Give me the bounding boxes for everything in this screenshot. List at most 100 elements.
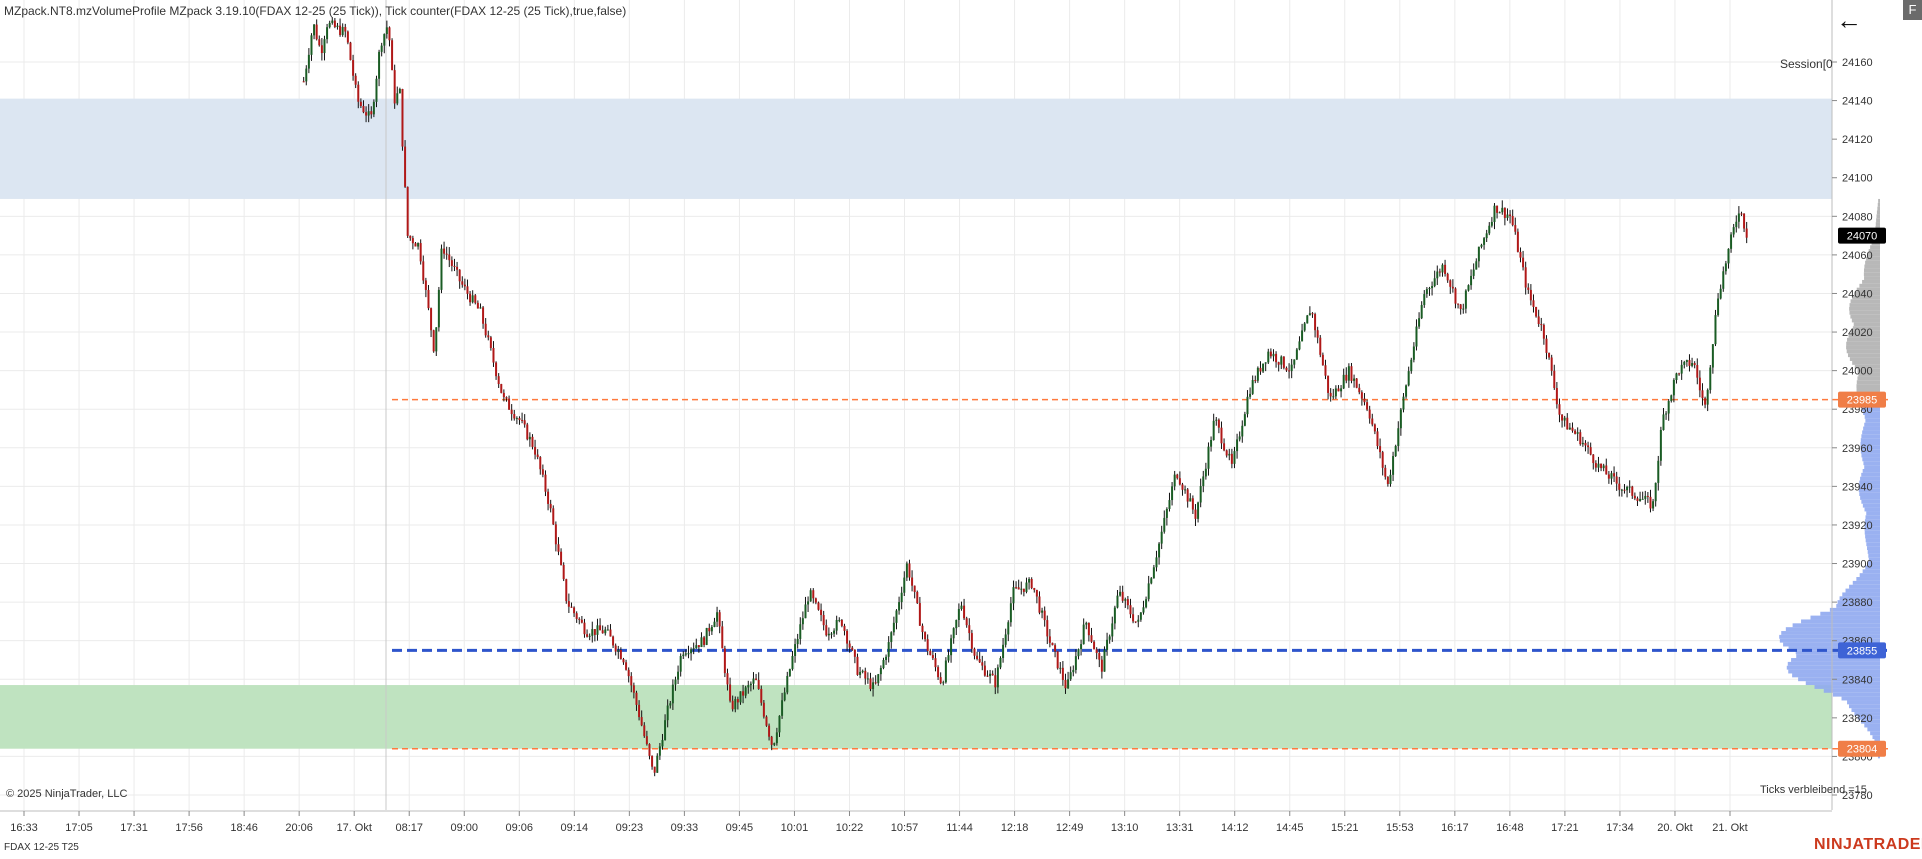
profile-bar: [1847, 337, 1880, 342]
profile-bar: [1853, 322, 1880, 327]
profile-bar: [1860, 476, 1880, 481]
candle-body: [599, 625, 602, 631]
candle-body: [1420, 305, 1423, 319]
candle-body: [341, 26, 344, 35]
candle-body: [1431, 286, 1434, 289]
candle-body: [1124, 599, 1127, 601]
candle-body: [424, 280, 427, 290]
candle-body: [799, 624, 802, 639]
candle-body: [471, 295, 474, 303]
profile-bar: [1810, 615, 1880, 620]
profile-bar: [1850, 330, 1880, 334]
candle-body: [822, 615, 825, 626]
x-tick-label: 15:21: [1331, 822, 1359, 834]
candle-body: [1064, 679, 1067, 689]
candle-body: [1675, 373, 1678, 381]
candle-body: [1056, 651, 1059, 669]
candle-body: [1134, 621, 1137, 623]
candle-body: [1342, 374, 1345, 389]
candle-body: [827, 633, 830, 636]
candle-body: [1327, 375, 1330, 393]
profile-bar: [1779, 638, 1880, 643]
candle-body: [625, 662, 628, 670]
candle-body: [484, 323, 487, 336]
candle-body: [1511, 215, 1514, 226]
candle-body: [406, 186, 409, 236]
candle-body: [991, 673, 994, 676]
candle-body: [1147, 583, 1150, 600]
profile-bar: [1842, 592, 1880, 597]
candle-body: [544, 474, 547, 492]
profile-bar: [1863, 461, 1880, 466]
candle-body: [1410, 359, 1413, 372]
candle-body: [1085, 622, 1088, 625]
candle-body: [869, 678, 872, 690]
candle-body: [606, 629, 609, 631]
profile-bar: [1864, 526, 1880, 531]
profile-bar: [1864, 530, 1880, 535]
candle-body: [1022, 588, 1025, 592]
profile-bar: [1862, 457, 1880, 462]
candle-body: [1423, 294, 1426, 306]
candle-body: [1345, 374, 1348, 381]
candle-body: [1490, 221, 1493, 226]
x-tick-label: 08:17: [395, 822, 423, 834]
candle-body: [1696, 365, 1699, 378]
chart-corner-button[interactable]: F: [1903, 0, 1922, 20]
profile-bar: [1787, 661, 1880, 666]
candle-body: [453, 265, 456, 267]
time-axis[interactable]: 16:33 17:05 17:31 17:56 18:46 20:06 17. Okt 08:…: [10, 811, 1748, 834]
candle-body: [518, 418, 521, 420]
candle-body: [1069, 672, 1072, 680]
candle-body: [547, 491, 550, 504]
candle-body: [669, 703, 672, 706]
level-badge: 23985: [1838, 391, 1886, 408]
candle-body: [1267, 351, 1270, 363]
candle-body: [1035, 589, 1038, 597]
profile-bar: [1852, 295, 1880, 300]
candle-body: [1568, 427, 1571, 430]
candle-body: [1522, 257, 1525, 268]
candle-body: [1212, 420, 1215, 440]
candle-body: [1392, 456, 1395, 475]
candle-body: [973, 648, 976, 656]
candle-body: [1384, 467, 1387, 477]
profile-bar: [1864, 422, 1880, 427]
candle-body: [1464, 290, 1467, 309]
y-tick-label: 23820: [1842, 713, 1873, 725]
back-arrow-icon[interactable]: ←: [1836, 5, 1862, 35]
y-tick-label: 23920: [1842, 520, 1873, 532]
candle-body: [1405, 385, 1408, 397]
candle-body: [536, 454, 539, 458]
candle-body: [500, 384, 503, 393]
candle-body: [1015, 587, 1018, 589]
candle-body: [1381, 452, 1384, 468]
candle-body: [375, 78, 378, 102]
candle-body: [794, 644, 797, 656]
candle-body: [531, 436, 534, 447]
candle-body: [1368, 409, 1371, 419]
level-badge-text: 23804: [1847, 744, 1878, 756]
profile-bar: [1832, 692, 1880, 697]
candle-body: [398, 88, 401, 94]
profile-bar: [1861, 719, 1880, 724]
candle-body: [1524, 267, 1527, 288]
candle-body: [1048, 636, 1051, 643]
candle-body: [1717, 298, 1720, 316]
candle-body: [1067, 679, 1070, 689]
candle-body: [744, 687, 747, 696]
candle-body: [942, 682, 945, 684]
candle-body: [352, 60, 355, 76]
session-label: Session[0: [1780, 57, 1833, 71]
candle-body: [346, 31, 349, 43]
profile-bar: [1872, 735, 1880, 740]
candle-body: [931, 655, 934, 659]
candle-body: [1082, 624, 1085, 645]
profile-bar: [1865, 565, 1880, 570]
candle-body: [1249, 393, 1252, 397]
candle-body: [1639, 498, 1642, 501]
x-tick-label: 12:49: [1056, 822, 1084, 834]
candle-body: [666, 705, 669, 721]
candle-body: [450, 260, 453, 266]
